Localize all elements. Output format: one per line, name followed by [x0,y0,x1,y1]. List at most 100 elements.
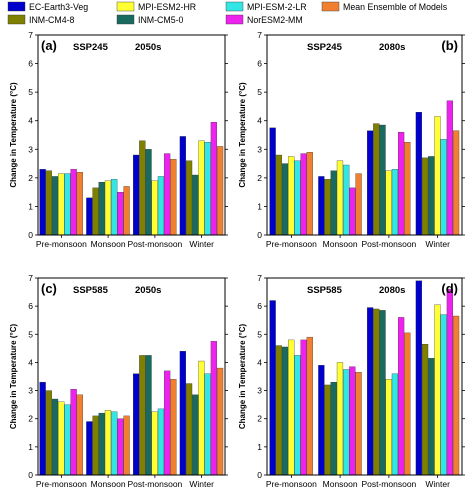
bar [145,355,152,476]
bar [198,140,205,236]
period-label: 2050s [135,285,161,296]
bar [440,139,447,236]
bar [300,339,307,476]
scenario-label: SSP245 [307,42,343,53]
y-tick-label: 3 [28,386,33,396]
y-tick-label: 4 [257,116,262,126]
y-tick-label: 2 [257,414,262,424]
bar [379,124,386,236]
bar [133,373,140,476]
bar [39,169,46,236]
bar [111,411,118,476]
y-axis-title: Change in Temperature (°C) [9,324,18,430]
y-tick-label: 5 [28,329,33,339]
y-tick-label: 2 [28,414,33,424]
y-axis-title: Change in Temperature (°C) [238,324,247,430]
bar [170,379,177,476]
bar [98,181,105,236]
y-tick-label: 6 [28,59,33,69]
bar [133,154,140,236]
bar [421,343,429,476]
chart-panel: 0 1 2 3 4 5 6 7 Pre-monsoon Monsoon Post-monsoon Wi… [9,273,228,488]
bar [288,156,295,236]
bar [324,384,331,476]
bar [446,289,453,476]
y-tick-label: 0 [28,230,33,240]
scenario-label: SSP585 [73,285,109,296]
bar [452,315,460,476]
bar [145,149,152,236]
bar [306,336,313,476]
y-tick-label: 7 [257,30,262,40]
bar [198,360,205,476]
bar [164,153,171,236]
x-tick-label: Post-monsoon [127,479,182,488]
bar [336,362,344,476]
bar [343,164,350,236]
legend-swatch [321,1,340,12]
chart-panel: 0 1 2 3 4 5 6 7 Pre-monsoon Monsoon Post-monsoon Wi… [9,30,228,249]
y-tick-label: 5 [28,87,33,97]
bar [70,169,77,236]
bar [281,163,289,236]
legend-label: MPI-ESM-2-LR [247,2,307,12]
bar [404,141,411,236]
bar [415,280,422,476]
bar [151,411,158,476]
bar [117,418,124,476]
y-tick-label: 2 [257,173,262,183]
bar [373,308,380,476]
bar [434,304,441,476]
bar [398,131,405,236]
bar [294,355,301,476]
bar [104,180,112,236]
bar [336,160,344,236]
bar [428,358,435,476]
y-tick-label: 6 [28,301,33,311]
x-tick-label: Winter [425,479,450,488]
bar [98,412,105,476]
bar [210,121,217,236]
x-tick-label: Post-monsoon [127,239,182,249]
bar [379,310,386,476]
bar [275,154,282,236]
panel-label: (b) [441,38,458,53]
x-tick-label: Pre-monsoon [266,239,317,249]
bar [185,383,193,476]
bar [104,410,112,476]
y-axis-title: Change in Temperature (°C) [238,82,247,188]
legend-label: MPI-ESM2-HR [138,2,196,12]
x-tick-label: Winter [189,479,214,488]
y-tick-label: 0 [257,470,262,480]
y-tick-label: 3 [28,144,33,154]
y-tick-label: 5 [257,329,262,339]
x-tick-label: Winter [425,239,450,249]
chart-panel: 0 1 2 3 4 5 6 7 Pre-monsoon Monsoon Post-monsoon Wi… [238,30,465,249]
scenario-label: SSP585 [307,285,343,296]
bar [415,111,422,236]
bar [210,341,217,476]
bar [216,146,224,236]
bar [51,398,59,476]
y-tick-label: 0 [28,470,33,480]
bar [151,180,158,236]
bar [64,404,71,476]
bar [343,369,350,476]
bar [355,173,362,236]
bar [349,187,356,236]
legend-swatch [7,1,26,12]
bar [86,421,93,476]
legend-label: EC-Earth3-Veg [29,2,88,12]
legend-label: INM-CM5-0 [138,15,184,25]
panel-label: (c) [41,281,57,296]
y-tick-label: 1 [28,201,33,211]
bar [452,130,460,236]
bar [58,173,65,236]
bar [204,373,211,476]
x-tick-label: Post-monsoon [361,239,416,249]
x-tick-label: Pre-monsoon [36,239,87,249]
bar [86,197,93,236]
bar [64,173,71,236]
bar [300,153,307,236]
bar [367,307,374,476]
